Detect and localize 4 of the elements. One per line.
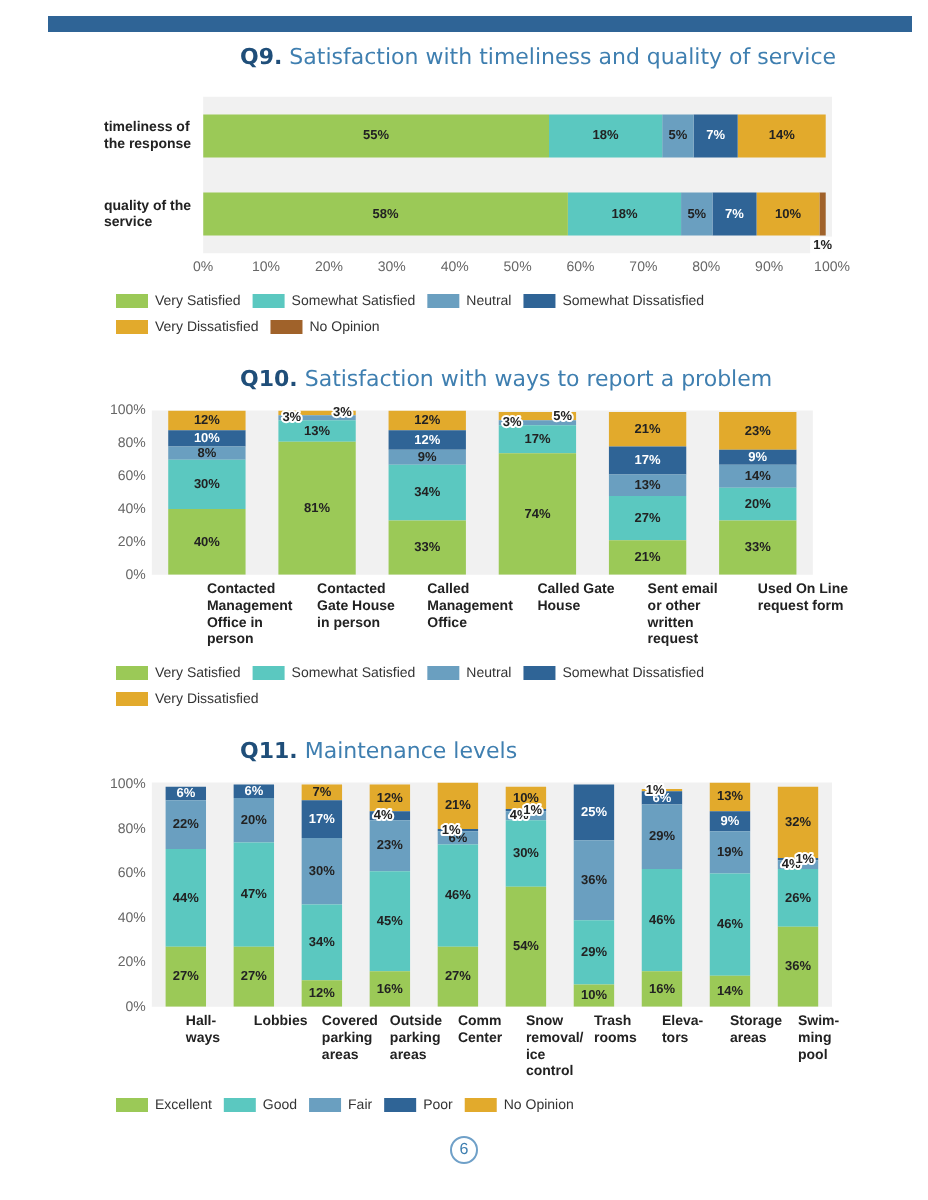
- chart-title: Q9. Satisfaction with timeliness and quality of service: [240, 44, 837, 70]
- chart-title: Q10. Satisfaction with ways to report a problem: [240, 366, 773, 392]
- chart-title: Q11. Maintenance levels: [240, 738, 518, 764]
- text: 6: [450, 1136, 478, 1164]
